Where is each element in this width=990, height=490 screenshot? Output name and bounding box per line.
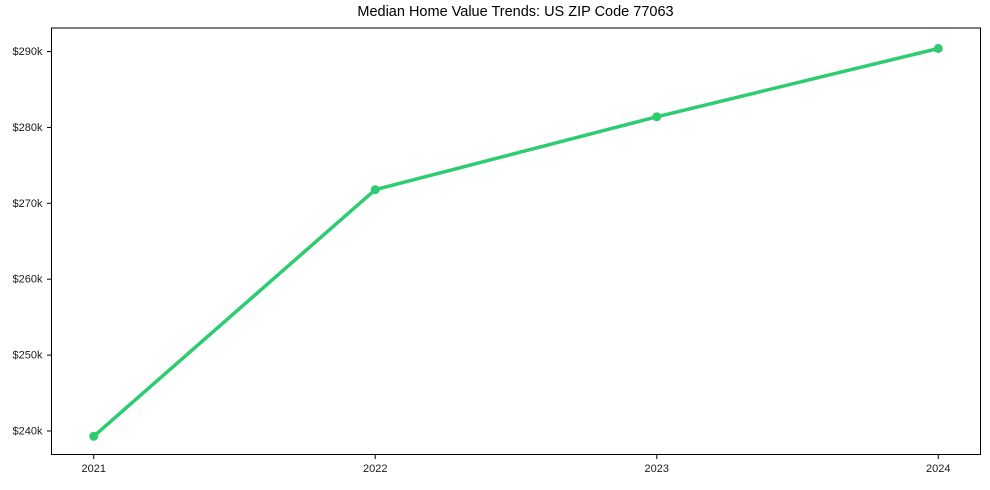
y-axis-tick-label: $270k [13,198,43,210]
y-axis-tick-label: $290k [13,46,43,58]
y-axis-tick-label: $240k [13,425,43,437]
y-axis-tick-label: $250k [13,350,43,362]
x-axis-tick-label: 2022 [363,463,387,475]
x-axis-tick-label: 2023 [645,463,669,475]
x-axis-tick-label: 2021 [81,463,105,475]
data-point-marker [933,43,943,53]
y-axis-tick-label: $260k [13,274,43,286]
data-point-marker [89,431,99,441]
data-point-marker [652,112,662,122]
data-point-marker [370,185,380,195]
data-line [91,46,941,439]
plot-frame [51,27,981,455]
y-axis-tick-label: $280k [13,122,43,134]
x-axis-tick-label: 2024 [926,463,950,475]
chart-title: Median Home Value Trends: US ZIP Code 77… [357,4,674,20]
